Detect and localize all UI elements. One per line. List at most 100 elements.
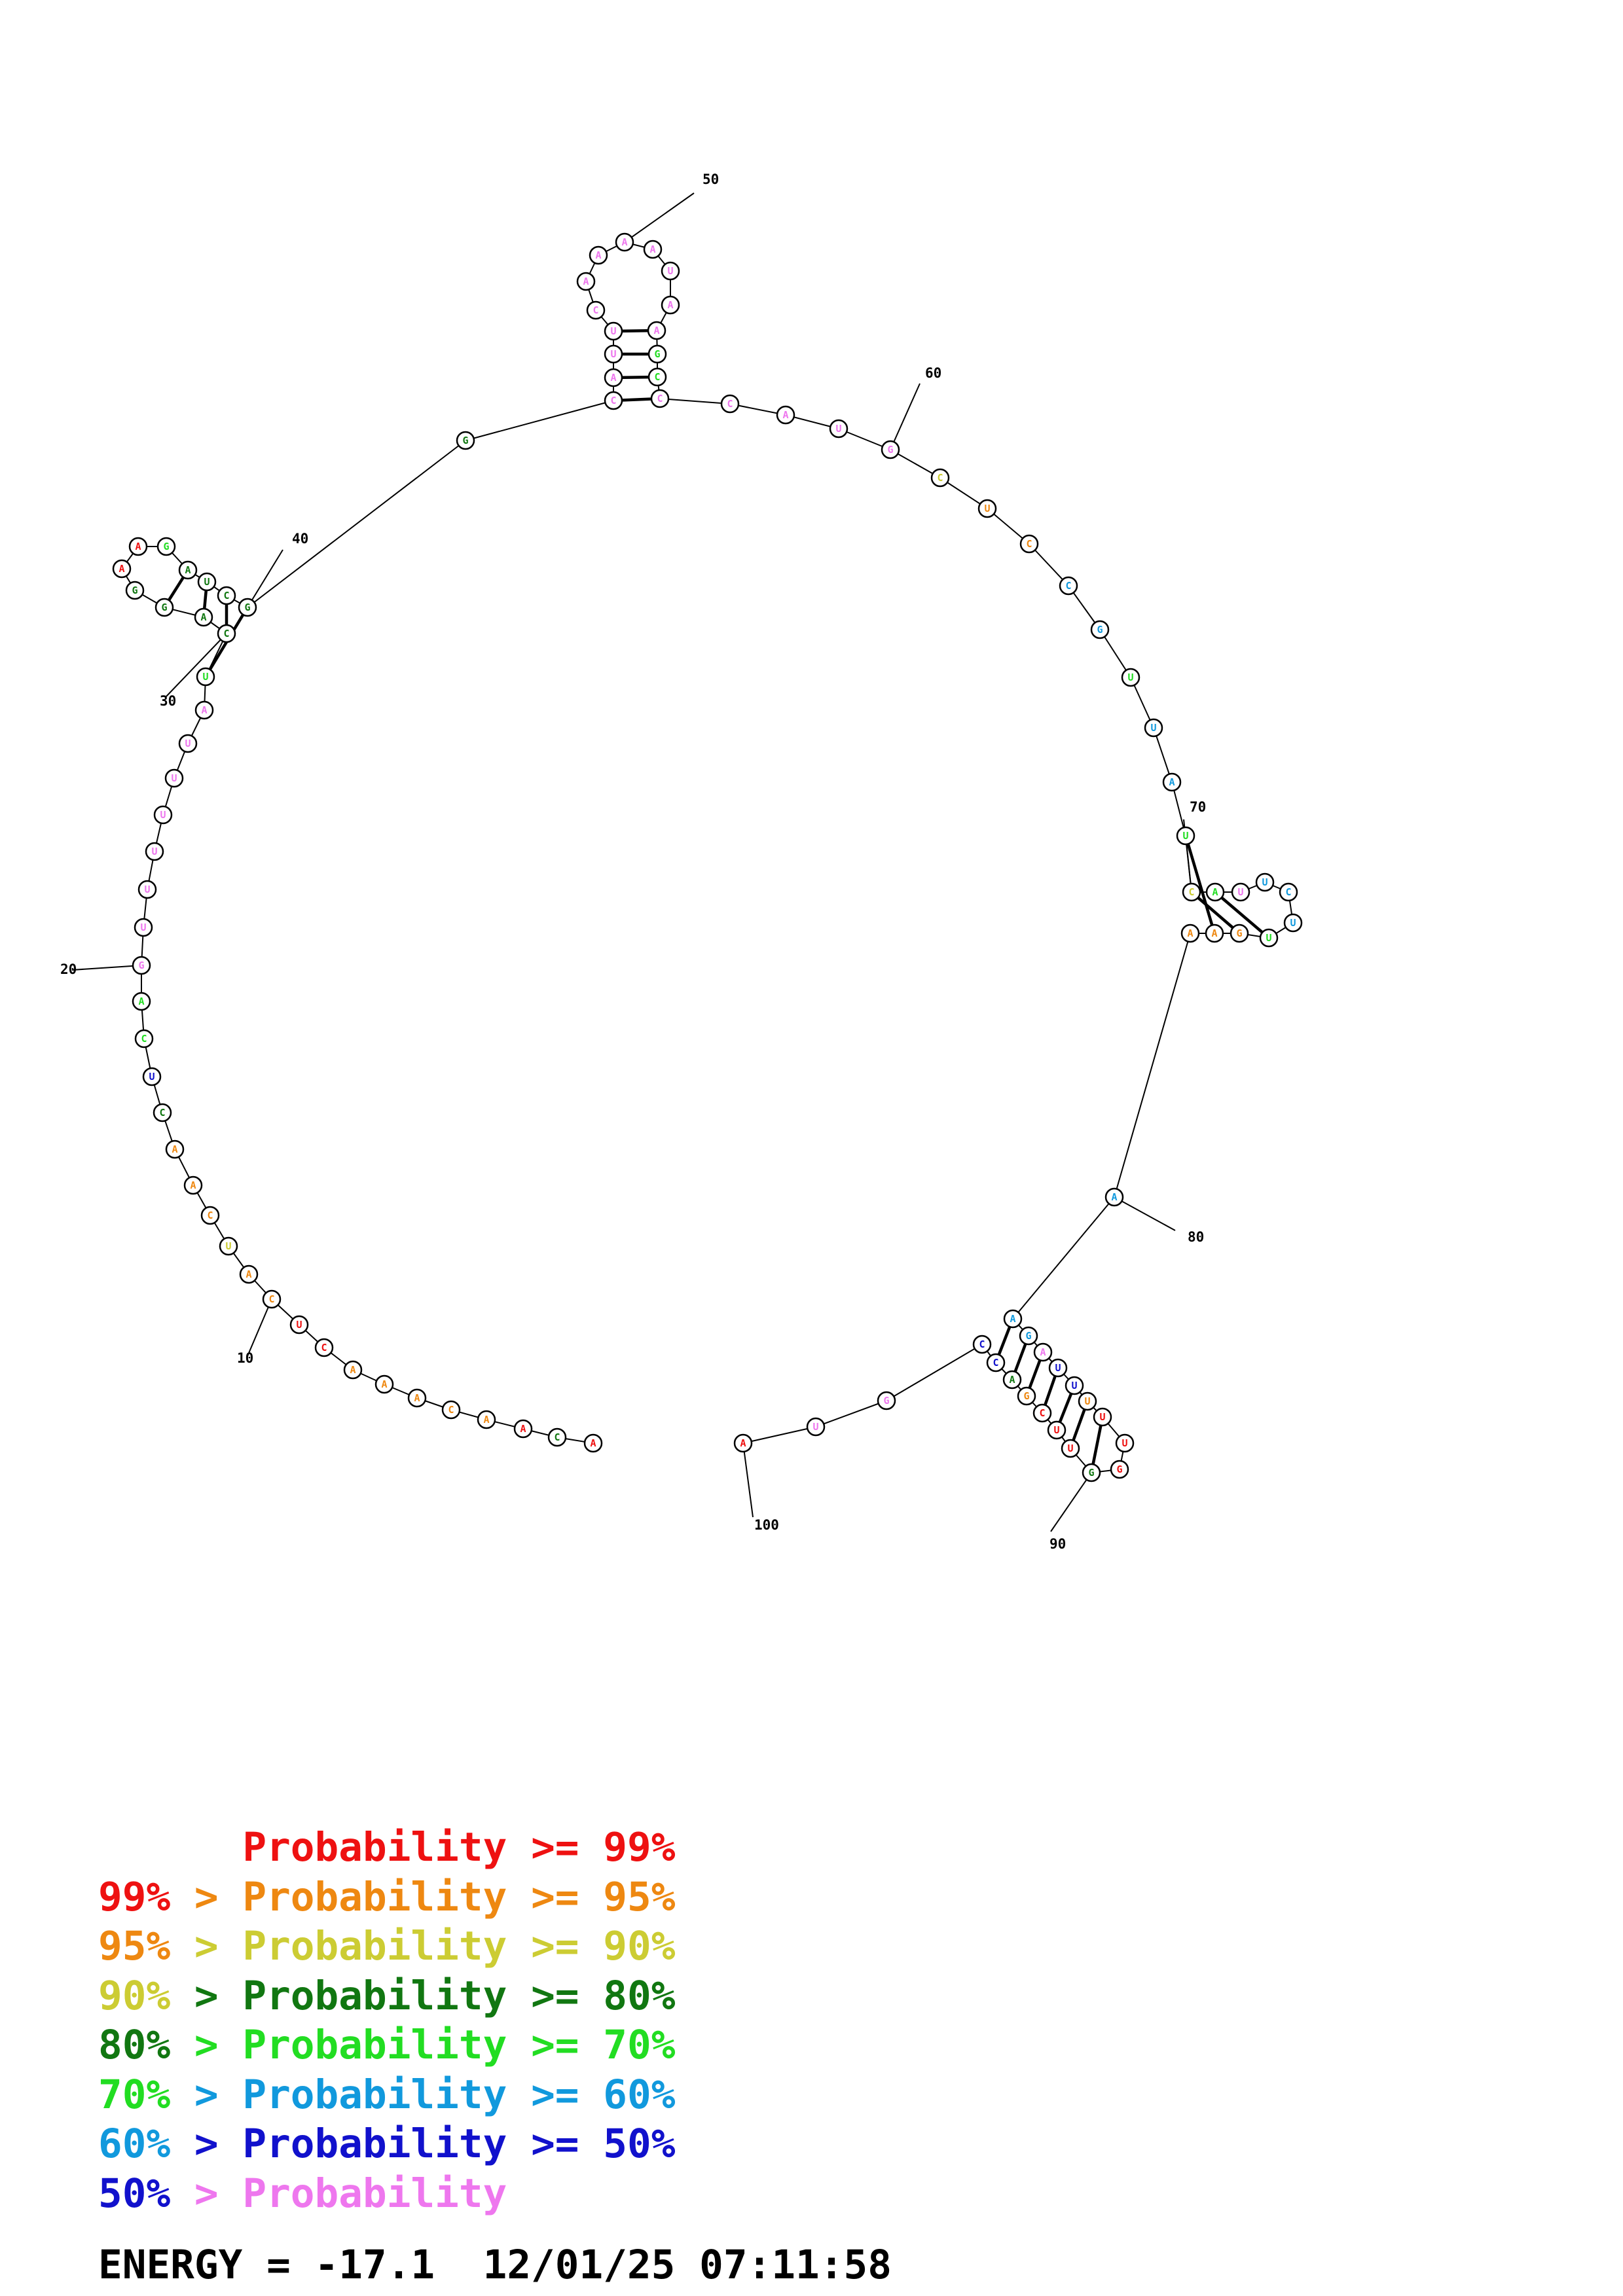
nucleotide: U — [197, 572, 217, 592]
nucleotide-circle — [547, 1427, 567, 1447]
nucleotide-circle — [1205, 924, 1224, 943]
nucleotide: C — [153, 1103, 172, 1122]
legend-ge: >= — [507, 2022, 579, 2068]
nucleotide: U — [1061, 1439, 1080, 1458]
nucleotide-letter: A — [135, 541, 141, 552]
backbone-segment — [939, 477, 988, 509]
legend-row: 80% > Probability >= 70% — [98, 2020, 1342, 2070]
nucleotide: U — [153, 805, 173, 825]
backbone-segment — [890, 449, 941, 478]
nucleotide-letter: G — [138, 960, 144, 971]
nucleotide-circle — [1231, 882, 1250, 902]
index-tick — [890, 383, 921, 450]
nucleotide: G — [1110, 1460, 1129, 1479]
nucleotide: U — [289, 1315, 309, 1335]
nucleotide-letter: U — [171, 772, 177, 784]
legend-row: 90% > Probability >= 80% — [98, 1971, 1342, 2021]
legend-right: 50% — [579, 2121, 676, 2167]
nucleotide: U — [1283, 913, 1303, 933]
base-pair-bond — [1089, 1416, 1104, 1473]
nucleotide-circle — [183, 1175, 203, 1195]
legend-row: Probability >= 99% — [98, 1823, 1342, 1873]
legend-right: 60% — [579, 2071, 676, 2118]
nucleotide-letter: C — [610, 395, 616, 406]
nucleotide-letter: U — [151, 846, 157, 857]
nucleotide-letter: A — [1211, 927, 1217, 939]
legend-left: 50% — [98, 2170, 194, 2217]
nucleotide-circle — [720, 394, 740, 414]
nucleotide: C — [650, 389, 670, 408]
backbone-segment — [886, 1344, 983, 1401]
nucleotide-letter: U — [835, 423, 841, 435]
nucleotide-circle — [583, 1433, 603, 1453]
nucleotide-letter: U — [1099, 1411, 1105, 1423]
nucleotide-circle — [1115, 1433, 1135, 1453]
nucleotide: A — [1205, 882, 1225, 902]
backbone-segment — [1099, 629, 1131, 678]
base-pair-bond — [1190, 891, 1241, 935]
nucleotide-letter: G — [462, 435, 468, 446]
legend-right: 90% — [579, 1923, 676, 1969]
nucleotide: C — [262, 1289, 282, 1309]
index-label: 100 — [754, 1517, 779, 1533]
nucleotide-circle — [806, 1417, 826, 1437]
nucleotide-letter: U — [185, 738, 191, 749]
nucleotide-letter: A — [246, 1268, 251, 1280]
nucleotide-circle — [1061, 1439, 1080, 1458]
nucleotide-letter: U — [149, 1071, 155, 1083]
nucleotide-circle — [196, 667, 215, 687]
nucleotide: U — [1176, 826, 1195, 846]
nucleotide-circle — [134, 1029, 154, 1049]
legend-row: 99% > Probability >= 95% — [98, 1873, 1342, 1922]
nucleotide-letter: G — [1025, 1330, 1031, 1342]
nucleotide-circle — [217, 586, 236, 605]
backbone-segment — [465, 400, 614, 441]
nucleotide-letter: A — [649, 243, 655, 255]
base-pair-bond — [1214, 891, 1270, 939]
nucleotide-letter: A — [653, 325, 659, 336]
nucleotide-letter: G — [1236, 927, 1242, 939]
nucleotide: U — [164, 768, 184, 788]
legend-gt — [194, 1824, 242, 1871]
nucleotide: C — [586, 300, 606, 320]
nucleotide-circle — [1090, 620, 1110, 639]
index-tick — [247, 549, 283, 608]
legend-left: 95% — [98, 1923, 194, 1969]
legend-right: 80% — [579, 1972, 676, 2019]
nucleotide-circle — [178, 560, 198, 580]
legend-gt: > — [194, 1972, 243, 2019]
nucleotide-letter: A — [1111, 1191, 1117, 1203]
nucleotide-letter: C — [321, 1342, 327, 1354]
nucleotide-circle — [477, 1410, 496, 1429]
nucleotide-letter: G — [1023, 1390, 1029, 1402]
legend-prob: Probability — [242, 2071, 507, 2118]
nucleotide-circle — [586, 300, 606, 320]
nucleotide: G — [125, 581, 145, 600]
legend-gt: > — [194, 2170, 243, 2217]
nucleotide: U — [1115, 1433, 1135, 1453]
nucleotide-letter: C — [1026, 538, 1032, 550]
nucleotide-letter: A — [414, 1392, 420, 1404]
nucleotide-circle — [1144, 718, 1163, 738]
nucleotide-circle — [137, 880, 157, 899]
nucleotide-letter: U — [144, 884, 150, 895]
legend-left — [98, 1824, 194, 1871]
nucleotide-letter: U — [812, 1421, 818, 1433]
nucleotide-circle — [829, 419, 848, 439]
nucleotide-circle — [1182, 882, 1201, 902]
nucleotide: A — [1033, 1342, 1053, 1362]
index-label: 20 — [60, 961, 77, 977]
nucleotide-letter: A — [201, 704, 207, 716]
nucleotide: A — [343, 1360, 363, 1380]
nucleotide-circle — [142, 1067, 162, 1086]
nucleotide-circle — [604, 391, 623, 410]
nucleotide-circle — [165, 1139, 185, 1159]
nucleotide-circle — [972, 1335, 992, 1354]
nucleotide-letter: U — [1067, 1443, 1073, 1454]
nucleotide-letter: U — [225, 1240, 231, 1252]
nucleotide: C — [134, 1029, 154, 1049]
nucleotide: A — [1003, 1309, 1023, 1329]
nucleotide-letter: A — [621, 236, 627, 248]
